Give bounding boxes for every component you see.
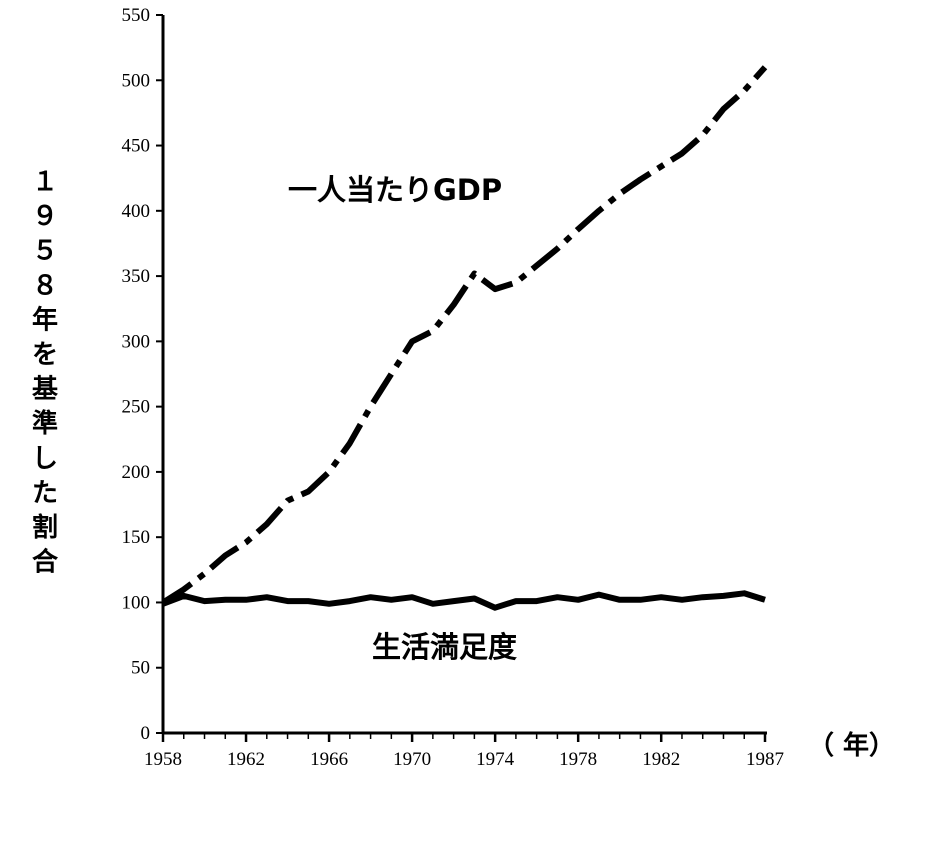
y-axis-label-char: た [32, 478, 58, 508]
y-tick-label: 50 [131, 658, 150, 679]
x-tick-label: 1966 [310, 749, 348, 770]
y-axis-label-char: ８ [32, 271, 58, 301]
x-axis-ticks: 1958 1962 1966 1970 1974 1978 1982 1987 [144, 733, 784, 770]
y-tick-label: 450 [122, 136, 151, 157]
y-axis-label-char: 基 [32, 375, 59, 405]
x-tick-label: 1987 [746, 749, 784, 770]
y-tick-label: 200 [122, 462, 151, 483]
y-axis-label-char: 割 [32, 512, 58, 543]
series-label-gdp: 一人当たりGDP [288, 173, 502, 207]
y-tick-label: 500 [122, 70, 151, 91]
x-tick-label: 1958 [144, 749, 182, 770]
y-tick-label: 300 [122, 331, 151, 352]
series-life-satisfaction-line [161, 590, 766, 611]
y-tick-label: 550 [122, 5, 151, 26]
series-labels: 一人当たりGDP 生活満足度 [288, 173, 517, 664]
y-axis-ticks: 0 50 100 150 200 250 300 350 400 450 500 550 [122, 5, 163, 744]
y-tick-label: 400 [122, 201, 151, 222]
plot-area [161, 15, 768, 735]
series-gdp-per-capita-line [161, 65, 768, 606]
y-axis-label-char: １ [32, 167, 58, 197]
x-tick-label: 1962 [227, 749, 265, 770]
x-tick-label: 1974 [476, 749, 515, 770]
y-axis-label: １ ９ ５ ８年を基準した割合 [32, 167, 59, 578]
y-tick-label: 250 [122, 397, 151, 418]
y-axis-label-char: 年 [32, 304, 58, 335]
y-axis-label-text: １ ９ ５ ８年を基準した割合 [32, 167, 59, 578]
x-tick-label: 1978 [559, 749, 597, 770]
y-axis-label-char: を [32, 340, 58, 370]
x-axis-unit: （ 年） [808, 730, 895, 761]
y-axis-label-char: ９ [32, 202, 58, 232]
y-axis-label-char: 合 [32, 547, 59, 578]
y-axis-label-char: し [32, 444, 58, 474]
y-tick-label: 350 [122, 266, 151, 287]
y-tick-label: 150 [122, 527, 151, 548]
y-axis-label-char: ５ [32, 236, 58, 266]
x-tick-label: 1982 [642, 749, 680, 770]
series-label-satisfaction: 生活満足度 [372, 630, 517, 664]
x-tick-label: 1970 [393, 749, 431, 770]
y-tick-label: 0 [141, 723, 151, 744]
y-axis-label-char: 準 [32, 408, 58, 439]
y-tick-label: 100 [122, 592, 151, 613]
